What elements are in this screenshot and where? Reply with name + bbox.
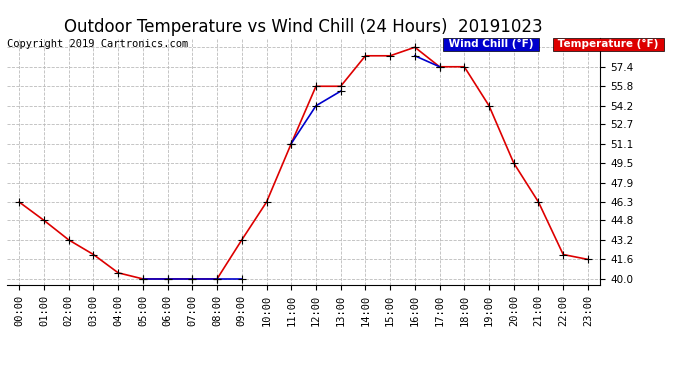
Text: Copyright 2019 Cartronics.com: Copyright 2019 Cartronics.com [7, 39, 188, 50]
Text: Temperature (°F): Temperature (°F) [554, 39, 662, 50]
Title: Outdoor Temperature vs Wind Chill (24 Hours)  20191023: Outdoor Temperature vs Wind Chill (24 Ho… [64, 18, 543, 36]
Text: Wind Chill (°F): Wind Chill (°F) [445, 39, 538, 50]
